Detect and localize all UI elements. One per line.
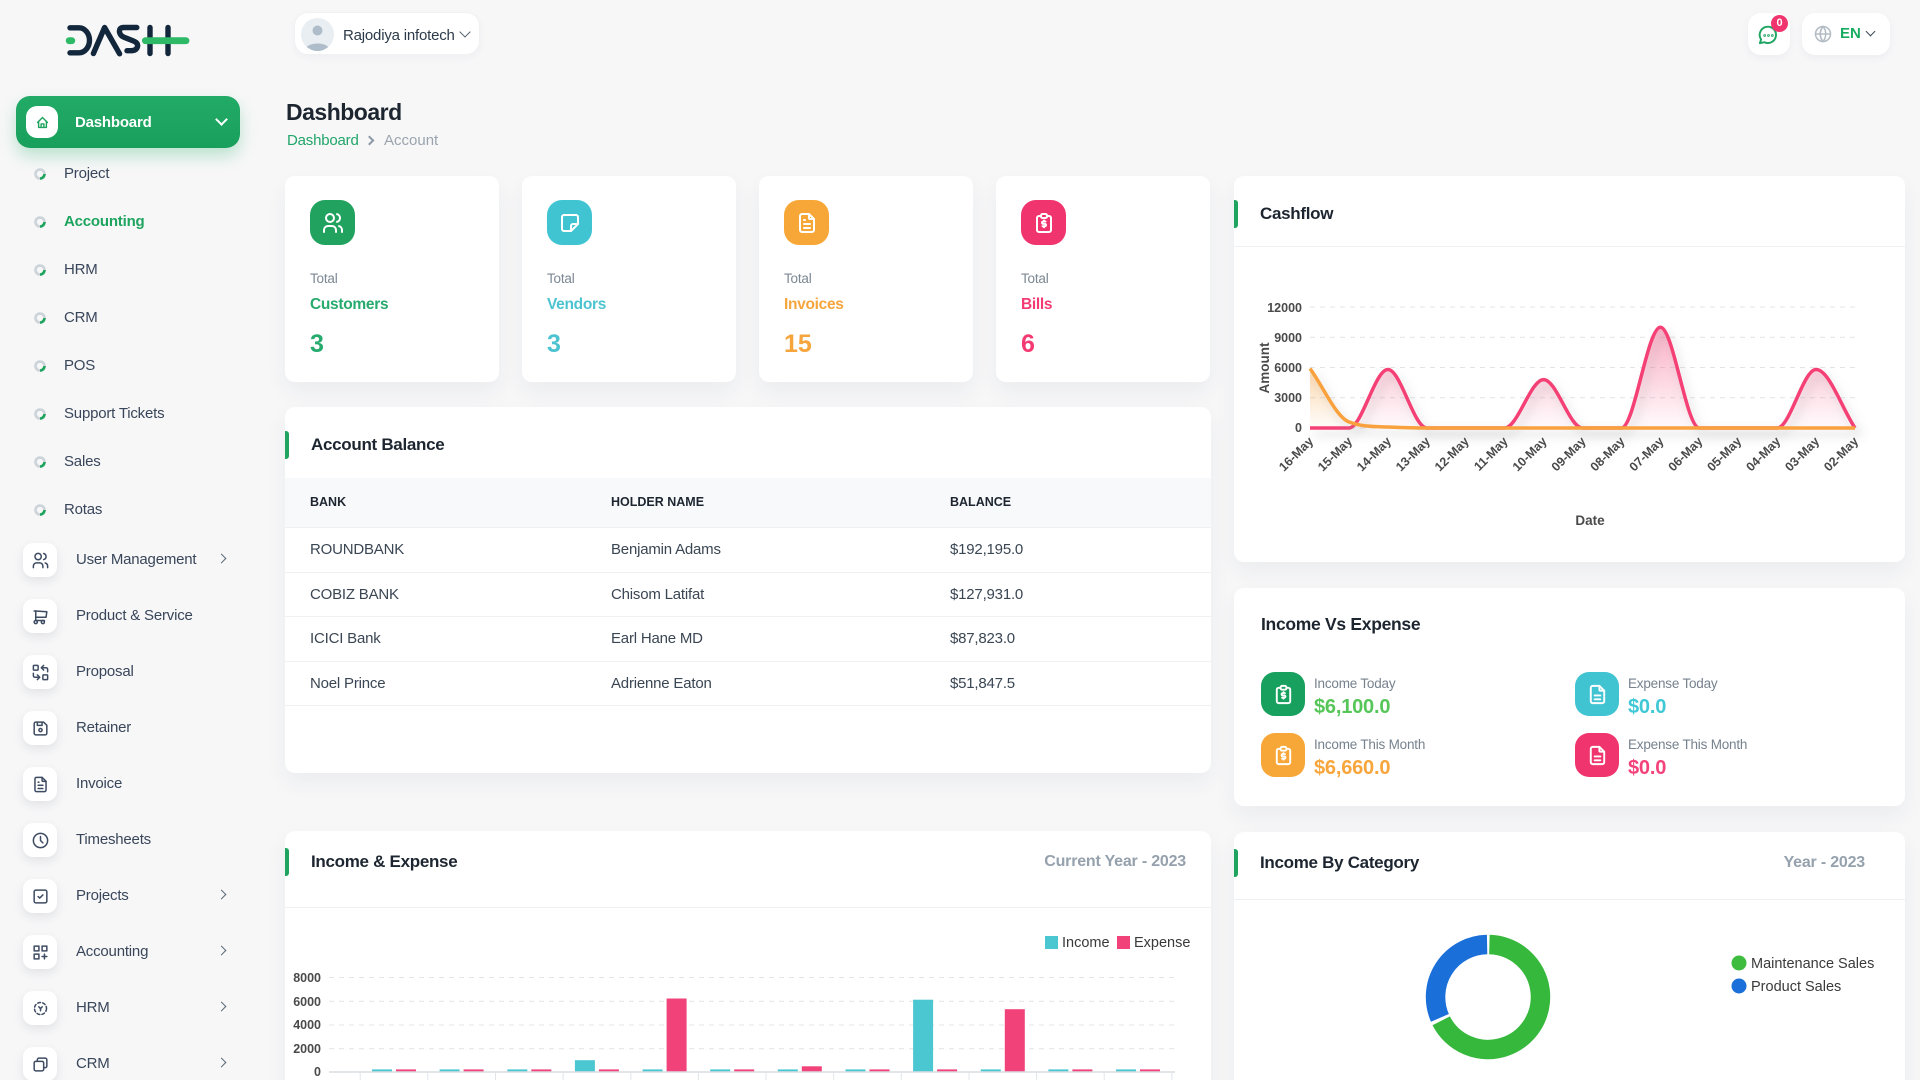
svg-text:14-May: 14-May [1354,434,1394,474]
svg-text:12000: 12000 [1267,301,1302,315]
svg-text:09-May: 09-May [1549,434,1589,474]
svg-text:03-May: 03-May [1782,434,1822,474]
svg-text:02-May: 02-May [1821,434,1861,474]
svg-text:15-May: 15-May [1315,434,1355,474]
svg-text:16-May: 16-May [1276,434,1316,474]
svg-text:11-May: 11-May [1471,434,1510,473]
svg-text:6000: 6000 [293,995,321,1009]
svg-text:8000: 8000 [293,971,321,985]
svg-text:06-May: 06-May [1666,434,1706,474]
svg-text:2000: 2000 [293,1042,321,1056]
svg-text:10-May: 10-May [1510,434,1550,474]
svg-text:07-May: 07-May [1627,434,1667,474]
svg-text:Amount: Amount [1257,342,1272,393]
svg-text:Income: Income [1062,935,1110,951]
svg-text:Date: Date [1575,513,1605,528]
svg-text:0: 0 [1295,421,1302,435]
svg-text:12-May: 12-May [1432,434,1472,474]
svg-text:Product Sales: Product Sales [1751,979,1841,995]
svg-text:Expense: Expense [1134,935,1190,951]
svg-text:4000: 4000 [293,1018,321,1032]
svg-text:04-May: 04-May [1743,434,1783,474]
svg-text:05-May: 05-May [1704,434,1744,474]
svg-text:13-May: 13-May [1393,434,1433,474]
svg-text:08-May: 08-May [1588,434,1628,474]
svg-text:3000: 3000 [1274,391,1302,405]
svg-text:6000: 6000 [1274,361,1302,375]
svg-text:Maintenance Sales: Maintenance Sales [1751,956,1874,972]
svg-text:0: 0 [314,1065,321,1079]
svg-text:9000: 9000 [1274,331,1302,345]
